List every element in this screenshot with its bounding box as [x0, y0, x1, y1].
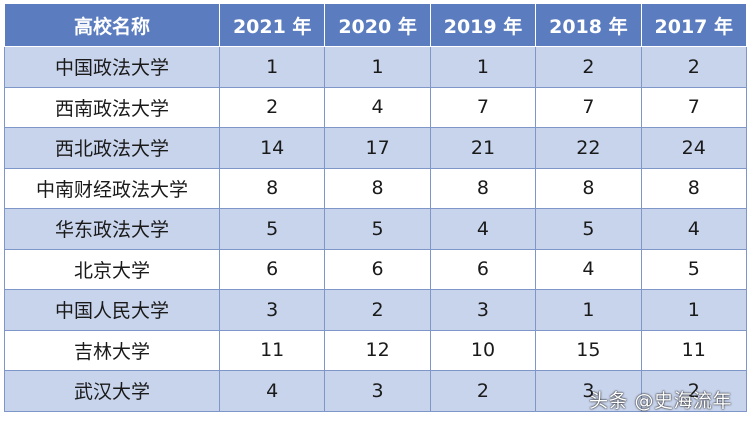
watermark-text: 头条 @史海流年 — [588, 390, 732, 412]
ranking-table-container: 高校名称 2021 年 2020 年 2019 年 2018 年 2017 年 … — [4, 3, 747, 421]
school-name-cell: 中南财经政法大学 — [4, 167, 220, 209]
ranking-table: 高校名称 2021 年 2020 年 2019 年 2018 年 2017 年 … — [4, 3, 747, 412]
rank-cell: 6 — [218, 248, 326, 290]
rank-cell: 5 — [640, 248, 747, 290]
rank-cell: 7 — [535, 86, 642, 128]
rank-cell: 4 — [218, 370, 326, 412]
table-body: 中国政法大学 1 1 1 2 2 西南政法大学 2 4 7 7 7 西北政法大学 14 17 21 22 24 中南… — [4, 46, 747, 412]
rank-cell: 2 — [218, 86, 326, 128]
rank-cell: 5 — [218, 208, 326, 250]
rank-cell: 17 — [324, 127, 431, 169]
table-row: 北京大学 6 6 6 4 5 — [4, 248, 747, 290]
rank-cell: 1 — [535, 289, 642, 331]
rank-cell: 3 — [324, 370, 431, 412]
table-row: 中国人民大学 3 2 3 1 1 — [4, 289, 747, 331]
rank-cell: 2 — [640, 46, 747, 88]
table-row: 华东政法大学 5 5 4 5 4 — [4, 208, 747, 250]
table-row: 中南财经政法大学 8 8 8 8 8 — [4, 167, 747, 209]
rank-cell: 3 — [429, 289, 537, 331]
school-name-cell: 西北政法大学 — [4, 127, 220, 169]
rank-cell: 24 — [640, 127, 747, 169]
school-name-cell: 武汉大学 — [4, 370, 220, 412]
rank-cell: 3 — [218, 289, 326, 331]
table-row: 西南政法大学 2 4 7 7 7 — [4, 86, 747, 128]
rank-cell: 1 — [429, 46, 537, 88]
header-year-2020: 2020 年 — [324, 3, 431, 47]
rank-cell: 2 — [640, 370, 747, 412]
rank-cell: 2 — [535, 46, 642, 88]
rank-cell: 6 — [429, 248, 537, 290]
header-year-2017: 2017 年 — [640, 3, 747, 47]
school-name-cell: 西南政法大学 — [4, 86, 220, 128]
header-year-2018: 2018 年 — [535, 3, 642, 47]
rank-cell: 22 — [535, 127, 642, 169]
rank-cell: 1 — [324, 46, 431, 88]
table-row: 中国政法大学 1 1 1 2 2 — [4, 46, 747, 88]
rank-cell: 5 — [535, 208, 642, 250]
rank-cell: 2 — [324, 289, 431, 331]
school-name-cell: 北京大学 — [4, 248, 220, 290]
rank-cell: 7 — [640, 86, 747, 128]
table-row: 武汉大学 4 3 2 3 2 — [4, 370, 747, 412]
table-row: 西北政法大学 14 17 21 22 24 — [4, 127, 747, 169]
header-year-2021: 2021 年 — [218, 3, 326, 47]
rank-cell: 1 — [218, 46, 326, 88]
rank-cell: 15 — [535, 329, 642, 371]
rank-cell: 8 — [640, 167, 747, 209]
header-year-2019: 2019 年 — [429, 3, 537, 47]
school-name-cell: 中国政法大学 — [4, 46, 220, 88]
rank-cell: 3 — [535, 370, 642, 412]
rank-cell: 4 — [324, 86, 431, 128]
table-row: 吉林大学 11 12 10 15 11 — [4, 329, 747, 371]
header-row: 高校名称 2021 年 2020 年 2019 年 2018 年 2017 年 — [4, 3, 747, 47]
school-name-cell: 吉林大学 — [4, 329, 220, 371]
rank-cell: 5 — [324, 208, 431, 250]
rank-cell: 14 — [218, 127, 326, 169]
rank-cell: 12 — [324, 329, 431, 371]
rank-cell: 4 — [640, 208, 747, 250]
rank-cell: 8 — [218, 167, 326, 209]
rank-cell: 4 — [535, 248, 642, 290]
rank-cell: 8 — [324, 167, 431, 209]
rank-cell: 21 — [429, 127, 537, 169]
rank-cell: 4 — [429, 208, 537, 250]
rank-cell: 1 — [640, 289, 747, 331]
school-name-cell: 中国人民大学 — [4, 289, 220, 331]
header-school-name: 高校名称 — [4, 3, 220, 47]
rank-cell: 8 — [429, 167, 537, 209]
rank-cell: 11 — [640, 329, 747, 371]
rank-cell: 2 — [429, 370, 537, 412]
school-name-cell: 华东政法大学 — [4, 208, 220, 250]
rank-cell: 7 — [429, 86, 537, 128]
rank-cell: 6 — [324, 248, 431, 290]
rank-cell: 10 — [429, 329, 537, 371]
rank-cell: 8 — [535, 167, 642, 209]
rank-cell: 11 — [218, 329, 326, 371]
